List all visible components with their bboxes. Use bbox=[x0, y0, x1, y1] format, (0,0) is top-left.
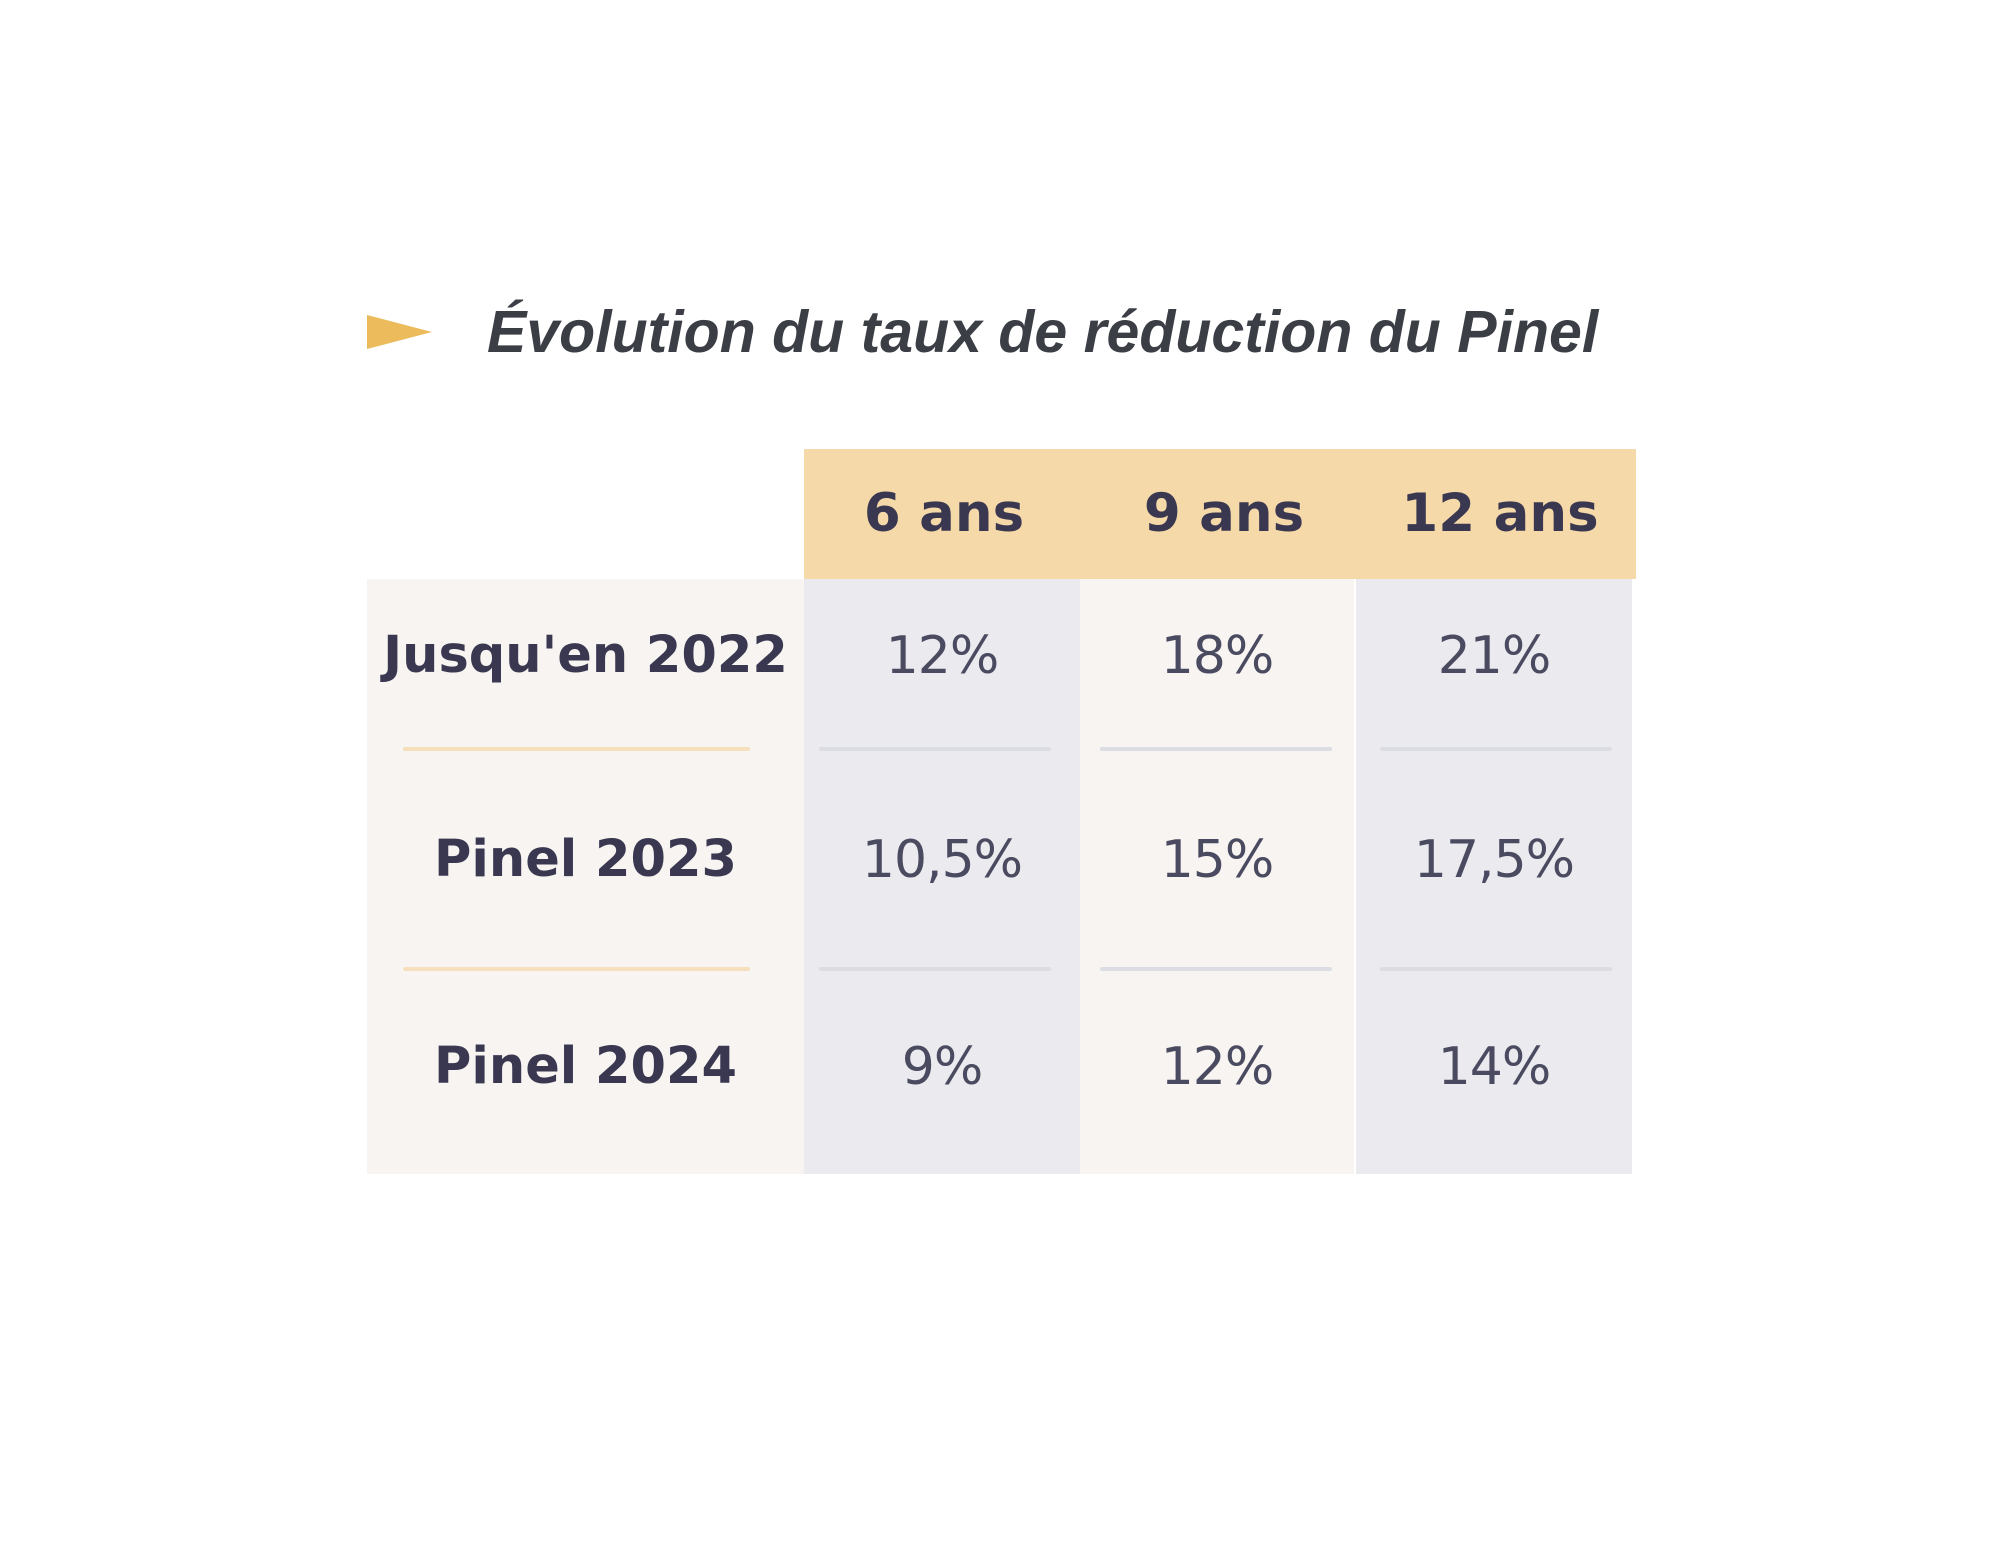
chart-title: Évolution du taux de réduction du Pinel bbox=[487, 299, 1599, 365]
row-separator bbox=[1380, 747, 1612, 751]
header-band bbox=[804, 449, 1636, 579]
row-label-column bbox=[367, 579, 804, 1174]
table-cell: 9% bbox=[901, 1037, 984, 1097]
table-cell: 21% bbox=[1437, 626, 1552, 686]
column-6-ans-background bbox=[804, 579, 1080, 1174]
row-separator bbox=[403, 967, 750, 971]
column-header-6-ans: 6 ans bbox=[863, 483, 1025, 544]
row-separator bbox=[1100, 747, 1332, 751]
row-label-pinel-2023: Pinel 2023 bbox=[434, 830, 737, 889]
column-9-ans-background bbox=[1080, 579, 1354, 1174]
triangle-arrow-icon bbox=[367, 315, 432, 349]
row-label-jusqu-en-2022: Jusqu'en 2022 bbox=[383, 626, 788, 685]
row-label-pinel-2024: Pinel 2024 bbox=[434, 1037, 737, 1096]
table-cell: 14% bbox=[1437, 1037, 1552, 1097]
row-separator bbox=[819, 967, 1051, 971]
column-header-12-ans: 12 ans bbox=[1401, 483, 1599, 544]
table-cell: 18% bbox=[1160, 626, 1275, 686]
table-cell: 12% bbox=[1160, 1037, 1275, 1097]
table-cell: 17,5% bbox=[1413, 830, 1575, 890]
row-separator bbox=[1100, 967, 1332, 971]
column-header-9-ans: 9 ans bbox=[1143, 483, 1305, 544]
row-separator bbox=[403, 747, 750, 751]
table-cell: 15% bbox=[1160, 830, 1275, 890]
row-separator bbox=[1380, 967, 1612, 971]
table-cell: 10,5% bbox=[861, 830, 1023, 890]
column-12-ans-background bbox=[1356, 579, 1632, 1174]
table-cell: 12% bbox=[885, 626, 1000, 686]
row-separator bbox=[819, 747, 1051, 751]
